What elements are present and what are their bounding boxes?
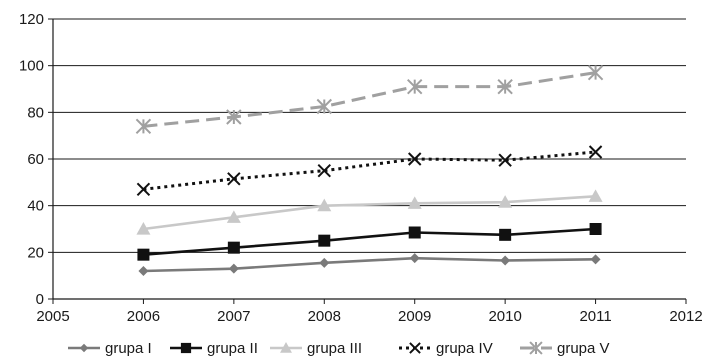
data-point-1-2006 [138, 266, 149, 276]
x-tick-label-2007: 2007 [217, 308, 250, 325]
y-tick-label-100: 100 [19, 58, 44, 75]
y-tick-label-60: 60 [27, 151, 44, 168]
data-point-2-2008 [318, 234, 331, 247]
data-point-1-2007 [228, 263, 239, 274]
series-2 [137, 223, 602, 261]
axes [48, 18, 687, 304]
data-point-4-2010 [498, 153, 512, 167]
legend-label-4: grupa IV [436, 340, 493, 357]
series-line-3 [143, 195, 596, 231]
data-point-4-2006 [136, 182, 151, 197]
data-point-5-2006 [135, 118, 152, 135]
data-point-2-2009 [408, 226, 421, 239]
data-point-1-2010 [500, 255, 511, 266]
series-line-2 [143, 227, 596, 256]
data-point-3-2007 [226, 210, 241, 223]
series-5 [135, 64, 604, 135]
data-point-2-2010 [499, 228, 512, 241]
x-axis-tick-labels: 2005 2006 2007 2008 2009 2010 2011 2012 [36, 308, 702, 325]
x-tick-label-2011: 2011 [579, 308, 611, 325]
legend-label-5: grupa V [557, 340, 610, 357]
legend-item-5: grupa V [520, 340, 610, 357]
data-point-5-2009 [407, 78, 423, 95]
data-point-3-2011 [588, 189, 603, 202]
legend-item-4: grupa IV [399, 340, 493, 357]
legend-label-2: grupa II [207, 340, 258, 357]
data-point-4-2008 [317, 163, 331, 178]
data-point-5-2010 [497, 78, 513, 95]
legend-marker-1 [79, 343, 89, 353]
legend-marker-3 [280, 342, 292, 353]
series-line-4 [143, 150, 596, 191]
x-tick-label-2006: 2006 [127, 308, 160, 325]
data-point-1-2009 [409, 253, 420, 264]
data-point-1-2011 [590, 254, 601, 265]
data-point-2-2007 [227, 241, 240, 254]
legend-item-3: grupa III [270, 340, 362, 357]
y-tick-label-0: 0 [36, 291, 44, 308]
legend-label-3: grupa III [307, 340, 362, 357]
legend-marker-4 [409, 342, 421, 354]
data-point-3-2006 [136, 222, 151, 235]
grid-lines [53, 18, 686, 253]
legend-item-1: grupa I [68, 340, 152, 357]
data-point-3-2010 [498, 195, 513, 208]
y-tick-label-80: 80 [27, 104, 44, 121]
x-tick-label-2008: 2008 [308, 308, 341, 325]
series-1 [138, 253, 601, 276]
data-point-5-2007 [226, 109, 242, 125]
x-tick-label-2009: 2009 [398, 308, 431, 325]
y-tick-label-20: 20 [27, 244, 44, 261]
data-point-4-2009 [408, 152, 422, 166]
legend-item-2: grupa II [170, 340, 258, 357]
data-point-2-2011 [589, 223, 602, 235]
data-point-3-2009 [407, 196, 422, 209]
data-series [135, 64, 604, 276]
series-4 [136, 145, 603, 197]
series-line-1 [143, 256, 596, 273]
data-point-4-2011 [588, 145, 603, 159]
data-point-2-2006 [137, 248, 150, 261]
data-point-3-2008 [317, 198, 332, 212]
series-line-5 [143, 71, 596, 128]
data-point-5-2011 [587, 64, 604, 81]
legend: grupa I grupa II grupa III grupa IV grupa V [68, 340, 610, 357]
legend-label-1: grupa I [105, 340, 152, 357]
x-tick-label-2010: 2010 [488, 308, 521, 325]
legend-marker-2 [180, 342, 192, 354]
y-tick-label-120: 120 [19, 11, 44, 28]
y-axis-tick-labels: 0 20 40 60 80 100 120 [19, 11, 44, 308]
x-tick-label-2005: 2005 [36, 308, 69, 325]
series-3 [136, 189, 603, 235]
data-point-5-2008 [316, 98, 332, 115]
legend-marker-5 [529, 341, 543, 355]
data-point-1-2008 [319, 257, 330, 268]
x-tick-label-2012: 2012 [669, 308, 702, 325]
y-tick-label-40: 40 [27, 198, 44, 215]
data-point-4-2007 [227, 172, 241, 186]
